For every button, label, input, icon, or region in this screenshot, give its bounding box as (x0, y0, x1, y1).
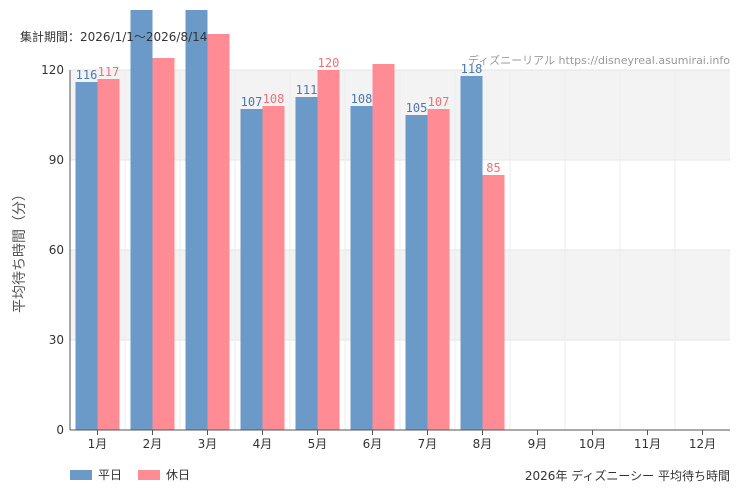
data-label-weekday: 118 (461, 62, 483, 76)
x-tick-label: 10月 (579, 437, 606, 451)
y-tick-label: 90 (49, 153, 64, 167)
bar-weekday (460, 76, 483, 430)
bar-holiday (97, 79, 120, 430)
y-tick-label: 60 (49, 243, 64, 257)
bar-holiday (482, 175, 505, 430)
bar-holiday (372, 64, 395, 430)
data-label-holiday: 108 (263, 92, 285, 106)
data-label-weekday: 116 (76, 68, 98, 82)
data-label-weekday: 105 (406, 101, 428, 115)
bar-weekday (295, 97, 318, 430)
x-tick-label: 12月 (689, 437, 716, 451)
bar-weekday (240, 109, 263, 430)
bar-holiday (317, 70, 340, 430)
watermark: ディズニーリアル https://disneyreal.asumirai.inf… (467, 54, 730, 67)
x-tick-label: 8月 (473, 437, 493, 451)
chart-footer-title: 2026年 ディズニーシー 平均待ち時間 (524, 469, 730, 483)
data-label-holiday: 120 (318, 56, 340, 70)
data-label-holiday: 107 (428, 95, 450, 109)
y-axis-label: 平均待ち時間（分） (12, 187, 28, 313)
y-tick-label: 30 (49, 333, 64, 347)
x-tick-label: 1月 (88, 437, 108, 451)
bar-holiday (207, 34, 230, 430)
x-tick-label: 4月 (253, 437, 273, 451)
x-tick-label: 6月 (363, 437, 383, 451)
legend-swatch-weekday (70, 469, 92, 480)
x-tick-label: 5月 (308, 437, 328, 451)
bar-holiday (262, 106, 285, 430)
bar-weekday (185, 10, 208, 430)
bar-weekday (350, 106, 373, 430)
legend: 平日 休日 (70, 466, 206, 483)
bar-holiday (427, 109, 450, 430)
x-tick-label: 7月 (418, 437, 438, 451)
bar-weekday (405, 115, 428, 430)
legend-label-holiday: 休日 (166, 468, 191, 482)
y-tick-label: 0 (56, 423, 64, 437)
legend-item-weekday[interactable]: 平日 (70, 466, 122, 483)
x-tick-label: 2月 (143, 437, 163, 451)
data-label-weekday: 108 (351, 92, 373, 106)
bar-weekday (75, 82, 98, 430)
data-label-holiday: 85 (486, 161, 500, 175)
x-tick-label: 3月 (198, 437, 218, 451)
bar-weekday (130, 10, 153, 430)
x-tick-label: 11月 (634, 437, 661, 451)
period-label: 集計期間：2026/1/1〜2026/8/14 (20, 30, 208, 44)
y-tick-label: 120 (41, 63, 64, 77)
data-label-holiday: 117 (98, 65, 120, 79)
legend-item-holiday[interactable]: 休日 (138, 466, 190, 483)
legend-label-weekday: 平日 (98, 468, 123, 482)
x-tick-label: 9月 (528, 437, 548, 451)
data-label-weekday: 111 (296, 83, 318, 97)
bar-holiday (152, 58, 175, 430)
data-label-weekday: 107 (241, 95, 263, 109)
legend-swatch-holiday (138, 469, 161, 480)
